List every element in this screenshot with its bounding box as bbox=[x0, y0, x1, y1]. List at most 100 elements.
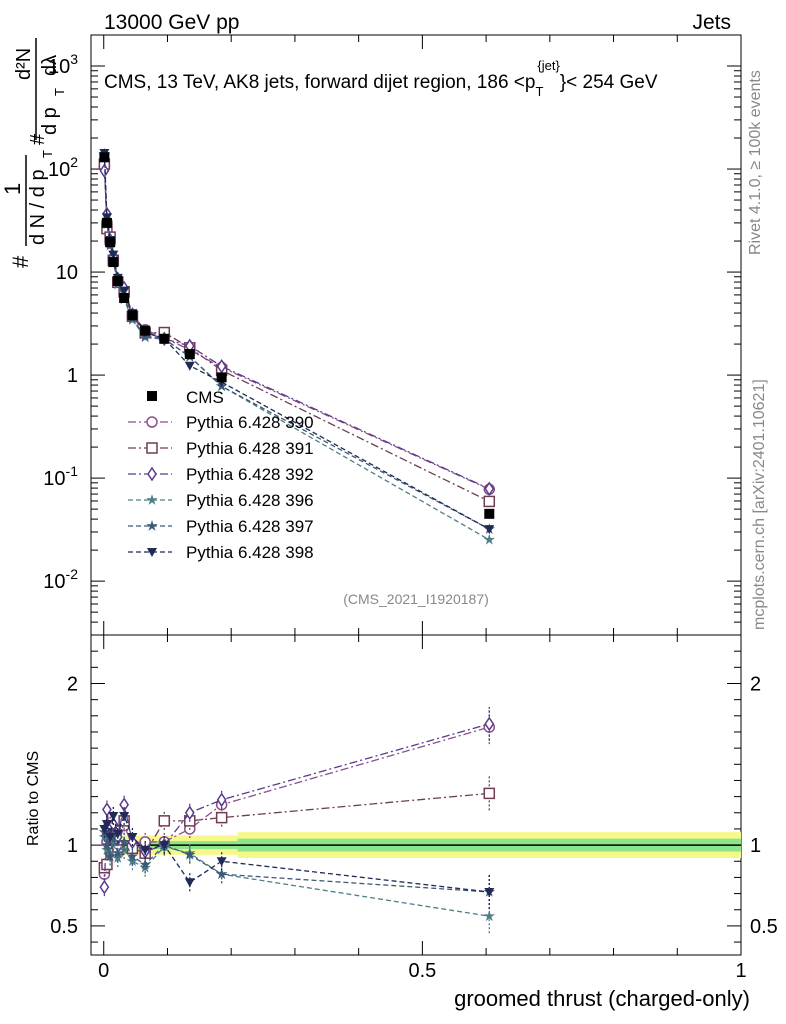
cms-data-point bbox=[159, 333, 170, 344]
y-tick-label: 103 bbox=[48, 51, 78, 78]
ratio-point bbox=[112, 829, 123, 839]
ratio-point bbox=[101, 820, 112, 830]
ratio-point bbox=[484, 716, 495, 732]
ratio-point bbox=[119, 797, 130, 813]
ratio-point bbox=[101, 858, 113, 871]
data-point bbox=[484, 525, 495, 535]
ratio-point bbox=[127, 833, 138, 843]
ratio-uncertainty-band bbox=[103, 832, 741, 859]
ratio-tick-label-right: 1 bbox=[750, 835, 761, 857]
x-tick-label: 0 bbox=[98, 960, 109, 982]
ratio-point bbox=[215, 868, 228, 879]
legend-label: Pythia 6.428 390 bbox=[186, 413, 314, 432]
title-sub: T bbox=[535, 84, 543, 99]
x-tick-label: 0.5 bbox=[408, 960, 436, 982]
ylabel-lambda: dλ bbox=[39, 55, 61, 76]
ratio-point bbox=[216, 792, 227, 808]
ratio-point bbox=[101, 839, 113, 850]
ratio-tick-label: 0.5 bbox=[50, 916, 78, 938]
ratio-point bbox=[104, 850, 116, 862]
y-tick-exponent: -2 bbox=[66, 566, 79, 582]
ratio-point bbox=[215, 811, 228, 824]
ratio-point bbox=[118, 835, 130, 847]
title-sup: {jet} bbox=[537, 58, 560, 73]
data-point bbox=[216, 358, 227, 374]
data-point bbox=[483, 495, 496, 508]
header-right: Jets bbox=[692, 11, 731, 34]
y-tick-exponent: -1 bbox=[66, 463, 79, 479]
ratio-point bbox=[107, 831, 119, 842]
x-axis-label: groomed thrust (charged-only) bbox=[454, 986, 750, 1011]
ratio-point bbox=[126, 850, 139, 862]
ratio-tick-label-right: 2 bbox=[750, 673, 761, 695]
ratio-point bbox=[139, 858, 151, 870]
data-point bbox=[483, 533, 495, 545]
ratio-axes: 0 0.5 10.5 0.51 12 2 bbox=[50, 635, 778, 982]
legend-marker bbox=[147, 548, 157, 557]
ratio-point bbox=[184, 805, 195, 821]
y-tick-exponent: 2 bbox=[70, 154, 78, 170]
data-point bbox=[184, 361, 195, 371]
legend-label-cms: CMS bbox=[186, 388, 224, 407]
cms-data-point bbox=[105, 237, 116, 248]
ylabel-one: 1 bbox=[0, 183, 25, 195]
ratio-tick-label-right: 0.5 bbox=[750, 916, 778, 938]
ylabel-den-sub: T bbox=[40, 150, 55, 158]
ratio-series bbox=[98, 706, 496, 934]
cms-data-point bbox=[140, 325, 151, 336]
cms-data-point bbox=[484, 508, 495, 519]
y-tick-base: 10 bbox=[48, 159, 70, 181]
main-series bbox=[98, 147, 496, 545]
data-point bbox=[484, 481, 495, 497]
cms-data-point bbox=[99, 152, 110, 163]
legend-marker bbox=[146, 442, 158, 454]
ylabel-hash-1: # bbox=[8, 255, 33, 268]
ratio-plot-frame bbox=[90, 634, 742, 956]
ratio-point bbox=[184, 848, 196, 860]
ratio-tick-label: 2 bbox=[67, 673, 78, 695]
ratio-point bbox=[483, 910, 495, 922]
chart-title: CMS, 13 TeV, AK8 jets, forward dijet reg… bbox=[104, 58, 658, 99]
x-tick-label: 1 bbox=[735, 960, 746, 982]
y-tick-base: 10 bbox=[43, 571, 65, 593]
data-point bbox=[119, 286, 130, 296]
ratio-point bbox=[119, 812, 130, 822]
ylabel-hash-2: # bbox=[27, 133, 49, 145]
ratio-point bbox=[140, 845, 151, 855]
legend: CMS Pythia 6.428 390 Pythia 6.428 391 Pythi… bbox=[128, 388, 314, 562]
y-tick-label: 102 bbox=[48, 154, 78, 181]
data-point bbox=[108, 250, 119, 260]
legend-marker bbox=[146, 494, 158, 505]
header-left: 13000 GeV pp bbox=[104, 11, 239, 34]
y-axis-label: # 1 d N / d p T # d²N d p T dλ bbox=[0, 38, 67, 268]
y-tick-base: 10 bbox=[43, 468, 65, 490]
ratio-tick-label: 1 bbox=[67, 835, 78, 857]
ratio-point bbox=[108, 812, 119, 822]
cms-data-point bbox=[216, 372, 227, 383]
ylabel-den: d N / d p bbox=[27, 169, 49, 245]
ratio-point bbox=[159, 841, 170, 851]
legend-label: Pythia 6.428 398 bbox=[186, 543, 314, 562]
ratio-point bbox=[158, 815, 171, 827]
mcplots-label: mcplots.cern.ch [arXiv:2401.10621] bbox=[751, 379, 768, 630]
title-suffix: }< 254 GeV bbox=[560, 72, 658, 93]
ratio-series-line bbox=[103, 832, 490, 893]
legend-label: Pythia 6.428 392 bbox=[186, 465, 314, 484]
y-tick-label: 1 bbox=[67, 365, 78, 387]
ratio-point bbox=[483, 787, 496, 800]
title-prefix: CMS, 13 TeV, AK8 jets, forward dijet reg… bbox=[104, 72, 535, 93]
y-tick-exponent: 3 bbox=[70, 51, 78, 67]
ratio-series-line bbox=[103, 723, 490, 888]
legend-marker bbox=[146, 520, 158, 531]
ratio-point bbox=[184, 878, 195, 888]
y-tick-base: 10 bbox=[48, 56, 70, 78]
legend-label: Pythia 6.428 391 bbox=[186, 439, 314, 458]
legend-marker bbox=[147, 466, 157, 482]
legend-label: Pythia 6.428 397 bbox=[186, 517, 314, 536]
cms-data-point bbox=[184, 349, 195, 360]
ylabel-den2-sub: T bbox=[52, 88, 67, 96]
cms-data-point bbox=[108, 257, 119, 268]
analysis-tag: (CMS_2021_I1920187) bbox=[343, 591, 489, 607]
